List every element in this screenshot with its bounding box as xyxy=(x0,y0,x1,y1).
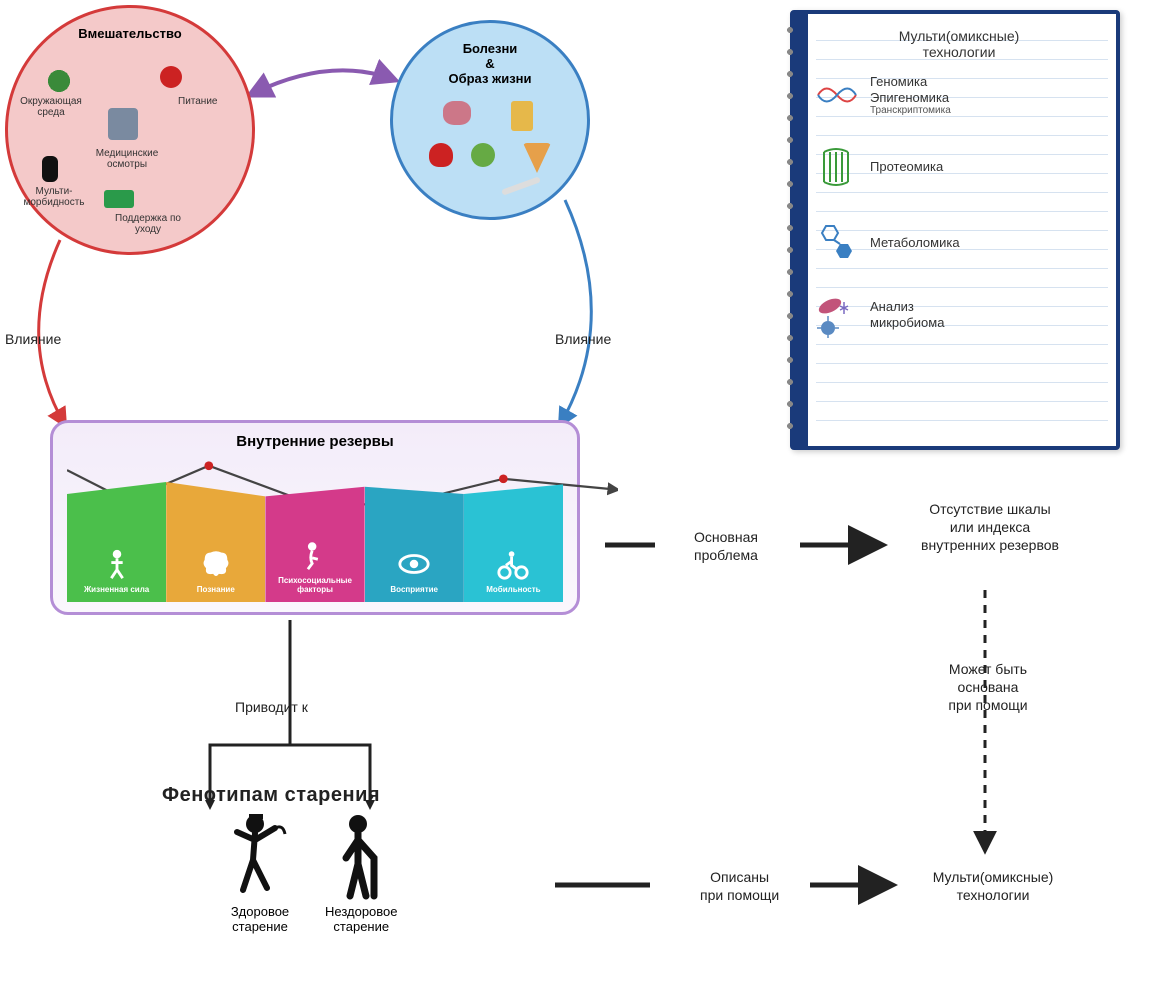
phenotypes-title: Фенотипам старения xyxy=(162,782,380,808)
tile-mobility: Мобильность xyxy=(464,482,563,602)
thinker-icon xyxy=(298,538,332,572)
nb-row-proteomics: Протеомика xyxy=(814,144,1104,190)
item-caresupport: Поддержка по уходу xyxy=(108,213,188,235)
reserves-panel: Внутренние резервы Жизненная сила Познан… xyxy=(50,420,580,615)
tree-icon xyxy=(46,68,72,94)
tile-perception: Восприятие xyxy=(365,482,464,602)
healthy-aging-icon xyxy=(225,810,295,900)
metab-icon xyxy=(814,220,860,266)
tile-cognition: Познание xyxy=(166,482,265,602)
bike-icon xyxy=(496,547,530,581)
building-icon xyxy=(108,108,138,140)
notebook-title: Мульти(омиксные) технологии xyxy=(814,28,1104,60)
protein-icon xyxy=(814,144,860,190)
apple-icon xyxy=(160,66,182,88)
microbe-icon xyxy=(814,292,860,338)
bacteria-icon xyxy=(471,143,495,167)
reserves-tiles: Жизненная сила Познание Психосоциальные … xyxy=(67,482,563,602)
phenotype-unhealthy: Нездоровое старение xyxy=(325,810,398,934)
arrow-influence-right xyxy=(560,200,591,425)
tile-vitality: Жизненная сила xyxy=(67,482,166,602)
phenotype-box: Здоровое старение Нездоровое старение xyxy=(225,810,398,934)
unhealthy-aging-icon xyxy=(326,810,396,900)
label-multiomics-bottom: Мульти(омиксные) технологии xyxy=(908,868,1078,904)
tile-psychosocial: Психосоциальные факторы xyxy=(265,482,364,602)
item-nutrition: Питание xyxy=(178,96,217,107)
reserves-title: Внутренние резервы xyxy=(67,433,563,450)
label-influence-left: Влияние xyxy=(5,330,61,348)
eye-icon xyxy=(397,547,431,581)
beer-icon xyxy=(511,101,533,131)
diseases-title: Болезни & Образ жизни xyxy=(448,41,531,86)
pizza-icon xyxy=(523,143,551,173)
item-multimorbidity: Мульти- морбидность xyxy=(14,186,94,208)
dna-icon xyxy=(814,72,860,118)
label-leads-to: Приводит к xyxy=(235,698,308,716)
nb-row-genomics: Геномика Эпигеномика Транскриптомика xyxy=(814,72,1104,118)
vitality-icon xyxy=(100,547,134,581)
item-environment: Окружающая среда xyxy=(16,96,86,118)
label-main-problem: Основная проблема xyxy=(694,528,758,564)
cigarette-icon xyxy=(501,176,541,195)
nb-row-microbiome: Анализ микробиома xyxy=(814,292,1104,338)
heart-icon xyxy=(429,143,453,167)
nb-row-metabolomics: Метаболомика xyxy=(814,220,1104,266)
person-icon xyxy=(42,156,58,182)
lungs-icon xyxy=(443,101,471,125)
circle-diseases: Болезни & Образ жизни xyxy=(390,20,590,220)
dollar-icon xyxy=(104,190,134,208)
label-can-be-based: Может быть основана при помощи xyxy=(918,660,1058,715)
circle-interventions: Вмешательство Окружающая среда Питание М… xyxy=(5,5,255,255)
label-no-scale: Отсутствие шкалы или индекса внутренних … xyxy=(900,500,1080,555)
notebook: Мульти(омиксные) технологии Геномика Эпи… xyxy=(790,10,1120,450)
label-described-by: Описаны при помощи xyxy=(700,868,779,904)
arrow-bidirectional xyxy=(250,70,395,95)
diagram-canvas: Вмешательство Окружающая среда Питание М… xyxy=(0,0,1159,986)
label-influence-right: Влияние xyxy=(555,330,611,348)
brain-icon xyxy=(199,547,233,581)
item-medical: Медицинские осмотры xyxy=(82,148,172,170)
phenotype-healthy: Здоровое старение xyxy=(225,810,295,934)
